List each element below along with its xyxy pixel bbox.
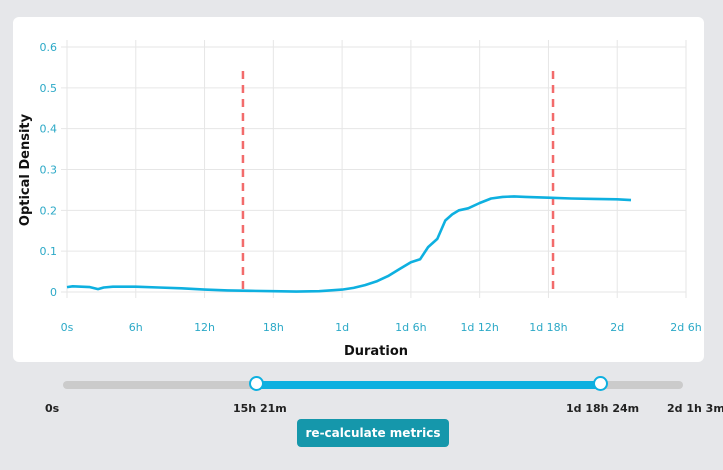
chart-card: 0 0.1 0.2 0.3 0.4 0.5 0.6 0s 6h 12h 18h 1d 1d 6h 1d … bbox=[13, 17, 704, 362]
x-tick-label: 1d 18h bbox=[529, 321, 567, 334]
range-end-handle[interactable] bbox=[592, 376, 608, 391]
slider-max-label: 2d 1h 3m bbox=[667, 402, 723, 415]
x-axis-ticks: 0s 6h 12h 18h 1d 1d 6h 1d 12h 1d 18h 2d 2d 6h bbox=[61, 321, 702, 334]
y-tick-label: 0 bbox=[50, 286, 57, 299]
x-axis-title: Duration bbox=[344, 344, 408, 359]
x-tick-label: 0s bbox=[61, 321, 74, 334]
y-tick-label: 0.5 bbox=[40, 82, 58, 95]
time-range-slider[interactable] bbox=[63, 376, 683, 391]
y-tick-label: 0.6 bbox=[40, 41, 58, 54]
threshold-markers bbox=[241, 71, 555, 293]
x-tick-label: 18h bbox=[263, 321, 284, 334]
y-axis-ticks: 0 0.1 0.2 0.3 0.4 0.5 0.6 bbox=[40, 41, 58, 299]
slider-selected-range bbox=[255, 381, 600, 389]
y-tick-label: 0.4 bbox=[40, 123, 58, 136]
x-tick-label: 2d 6h bbox=[670, 321, 701, 334]
y-axis-title: Optical Density bbox=[18, 113, 33, 226]
x-tick-label: 12h bbox=[194, 321, 215, 334]
recalculate-metrics-button[interactable]: re-calculate metrics bbox=[297, 419, 449, 447]
x-tick-label: 1d 6h bbox=[395, 321, 426, 334]
slider-end-label: 1d 18h 24m bbox=[566, 402, 640, 415]
slider-start-label: 15h 21m bbox=[233, 402, 287, 415]
slider-min-label: 0s bbox=[45, 402, 60, 415]
x-tick-label: 6h bbox=[129, 321, 143, 334]
grid-lines bbox=[61, 40, 687, 298]
range-start-handle[interactable] bbox=[248, 376, 264, 391]
optical-density-chart: 0 0.1 0.2 0.3 0.4 0.5 0.6 0s 6h 12h 18h 1d 1d 6h 1d … bbox=[18, 40, 702, 359]
x-tick-label: 1d bbox=[335, 321, 349, 334]
x-tick-label: 1d 12h bbox=[460, 321, 498, 334]
y-tick-label: 0.2 bbox=[40, 204, 58, 217]
x-tick-label: 2d bbox=[610, 321, 624, 334]
y-tick-label: 0.1 bbox=[40, 245, 58, 258]
od-series-line bbox=[66, 195, 632, 293]
y-tick-label: 0.3 bbox=[40, 164, 58, 177]
